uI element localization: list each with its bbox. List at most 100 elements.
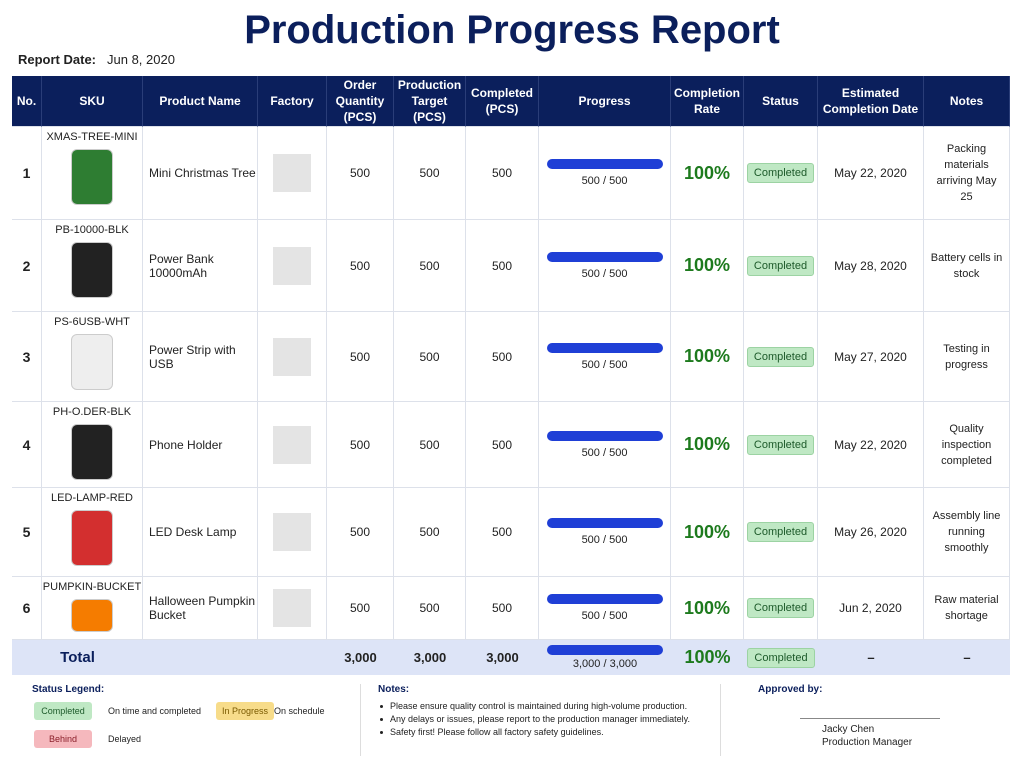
cell: 500 — [466, 488, 539, 577]
row-number: 4 — [22, 436, 31, 453]
total-cell: Completed — [744, 640, 818, 675]
note-bullet — [380, 705, 383, 708]
cell: 100% — [671, 220, 744, 312]
total-value: 3,000 — [486, 650, 519, 665]
total-cell: Total — [12, 640, 143, 675]
total-value: – — [963, 650, 971, 665]
sku: PUMPKIN-BUCKET — [42, 581, 142, 593]
cell-text: 500 — [491, 258, 513, 273]
completion-rate: 100% — [683, 346, 731, 366]
cell: Mini Christmas Tree — [143, 127, 258, 220]
status-badge: Completed — [746, 255, 815, 276]
cell: PB-10000-BLK — [42, 220, 143, 312]
cell: Jun 2, 2020 — [818, 577, 924, 640]
legend-badge: Behind — [34, 730, 92, 748]
progress-bar — [547, 645, 663, 655]
cell: 500 / 500 — [539, 577, 671, 640]
cell: 4 — [12, 402, 42, 488]
progress-text: 500 / 500 — [581, 175, 628, 187]
total-cell: – — [818, 640, 924, 675]
completion-rate: 100% — [683, 255, 731, 275]
sku: LED-LAMP-RED — [51, 492, 133, 504]
row-number: 3 — [22, 348, 31, 365]
row-number: 1 — [22, 165, 31, 181]
product-name: Power Bank 10000mAh — [149, 251, 214, 280]
cell: Testing in progress — [924, 312, 1010, 402]
cell-text: 500 — [491, 349, 513, 364]
note: Battery cells in stock — [930, 251, 1003, 280]
product-name: Mini Christmas Tree — [149, 166, 256, 180]
factory-image — [273, 154, 311, 192]
cell: 500 — [327, 312, 394, 402]
cell: Phone Holder — [143, 402, 258, 488]
cell: Completed — [744, 488, 818, 577]
cell: 500 — [327, 577, 394, 640]
cell: Halloween Pumpkin Bucket — [143, 577, 258, 640]
table: No. SKU Product Name Factory Order Quantity … — [12, 76, 1010, 676]
cell: 500 — [466, 577, 539, 640]
legend-text: On schedule — [274, 706, 325, 716]
factory-image — [273, 425, 311, 464]
progress-text: 500 / 500 — [581, 610, 628, 622]
progress-text: 500 / 500 — [581, 446, 628, 459]
header-cell: Product Name — [143, 76, 258, 127]
cell — [258, 127, 327, 220]
legend-text: Delayed — [108, 734, 142, 744]
cell: PUMPKIN-BUCKET — [42, 577, 143, 640]
cell-text: 500 — [491, 166, 513, 180]
header-cell: SKU — [42, 76, 143, 127]
total-cell: 3,000 — [327, 640, 394, 675]
note-item: Please ensure quality control is maintai… — [390, 701, 688, 711]
total-cell: – — [924, 640, 1010, 675]
note: Testing in progress — [943, 342, 990, 371]
cell: Packing materials arriving May 25 — [924, 127, 1010, 220]
row-number: 5 — [22, 524, 31, 540]
cell: 6 — [12, 577, 42, 640]
status-badge: Completed — [746, 522, 815, 542]
status-badge: Completed — [746, 598, 815, 618]
cell — [258, 488, 327, 577]
cell-text: 500 — [419, 601, 440, 615]
note: Quality inspection completed — [941, 422, 992, 467]
cell: Completed — [744, 577, 818, 640]
progress-text: 500 / 500 — [581, 358, 628, 371]
legend-badge: Completed — [34, 702, 92, 720]
cell: Assembly line running smoothly — [924, 488, 1010, 577]
approver-name: Jacky Chen — [822, 724, 875, 735]
cell: 500 / 500 — [539, 488, 671, 577]
cell: 500 — [327, 488, 394, 577]
legend-badge: In Progress — [216, 702, 274, 720]
total-label: Total — [60, 649, 95, 666]
total-value: 3,000 — [413, 650, 447, 665]
status-badge: Completed — [747, 647, 815, 668]
cell-text: May 22, 2020 — [834, 437, 907, 452]
progress-bar — [546, 430, 663, 441]
note: Assembly line running smoothly — [932, 510, 1001, 554]
cell-text: 500 — [491, 525, 513, 539]
cell: XMAS-TREE-MINI — [42, 127, 143, 220]
cell: PH-O.DER-BLK — [42, 402, 143, 488]
completion-rate: 100% — [683, 521, 731, 542]
progress-text: 500 / 500 — [581, 267, 628, 280]
completion-rate: 100% — [683, 597, 731, 618]
cell-text: May 22, 2020 — [834, 166, 907, 180]
row-number: 2 — [22, 257, 31, 274]
progress-text: 3,000 / 3,000 — [572, 658, 638, 670]
cell: 500 / 500 — [539, 220, 671, 312]
cell — [258, 312, 327, 402]
factory-image — [273, 589, 311, 627]
divider — [360, 684, 361, 756]
cell: Power Strip with USB — [143, 312, 258, 402]
cell: Raw material shortage — [924, 577, 1010, 640]
total-cell: 3,000 — [466, 640, 539, 675]
cell: 500 — [466, 127, 539, 220]
footer: Status Legend: Completed On time and compl… — [0, 680, 1024, 768]
completion-rate: 100% — [684, 647, 731, 667]
cell — [258, 402, 327, 488]
note: Raw material shortage — [934, 594, 999, 622]
legend-title: Status Legend: — [32, 684, 105, 695]
note: Packing materials arriving May 25 — [936, 143, 997, 203]
cell: May 22, 2020 — [818, 127, 924, 220]
progress-bar — [546, 594, 663, 604]
header-cell: Factory — [258, 76, 327, 127]
